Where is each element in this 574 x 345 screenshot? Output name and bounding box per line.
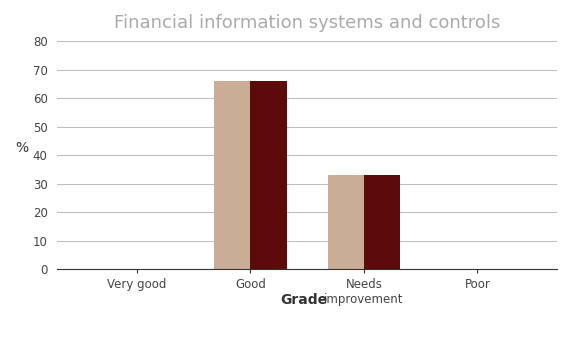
Title: Financial information systems and controls: Financial information systems and contro… xyxy=(114,13,501,31)
Text: Grade: Grade xyxy=(281,293,328,307)
Bar xyxy=(364,175,400,269)
Bar xyxy=(328,175,364,269)
Bar xyxy=(214,81,250,269)
Y-axis label: %: % xyxy=(15,141,28,155)
Bar xyxy=(250,81,286,269)
